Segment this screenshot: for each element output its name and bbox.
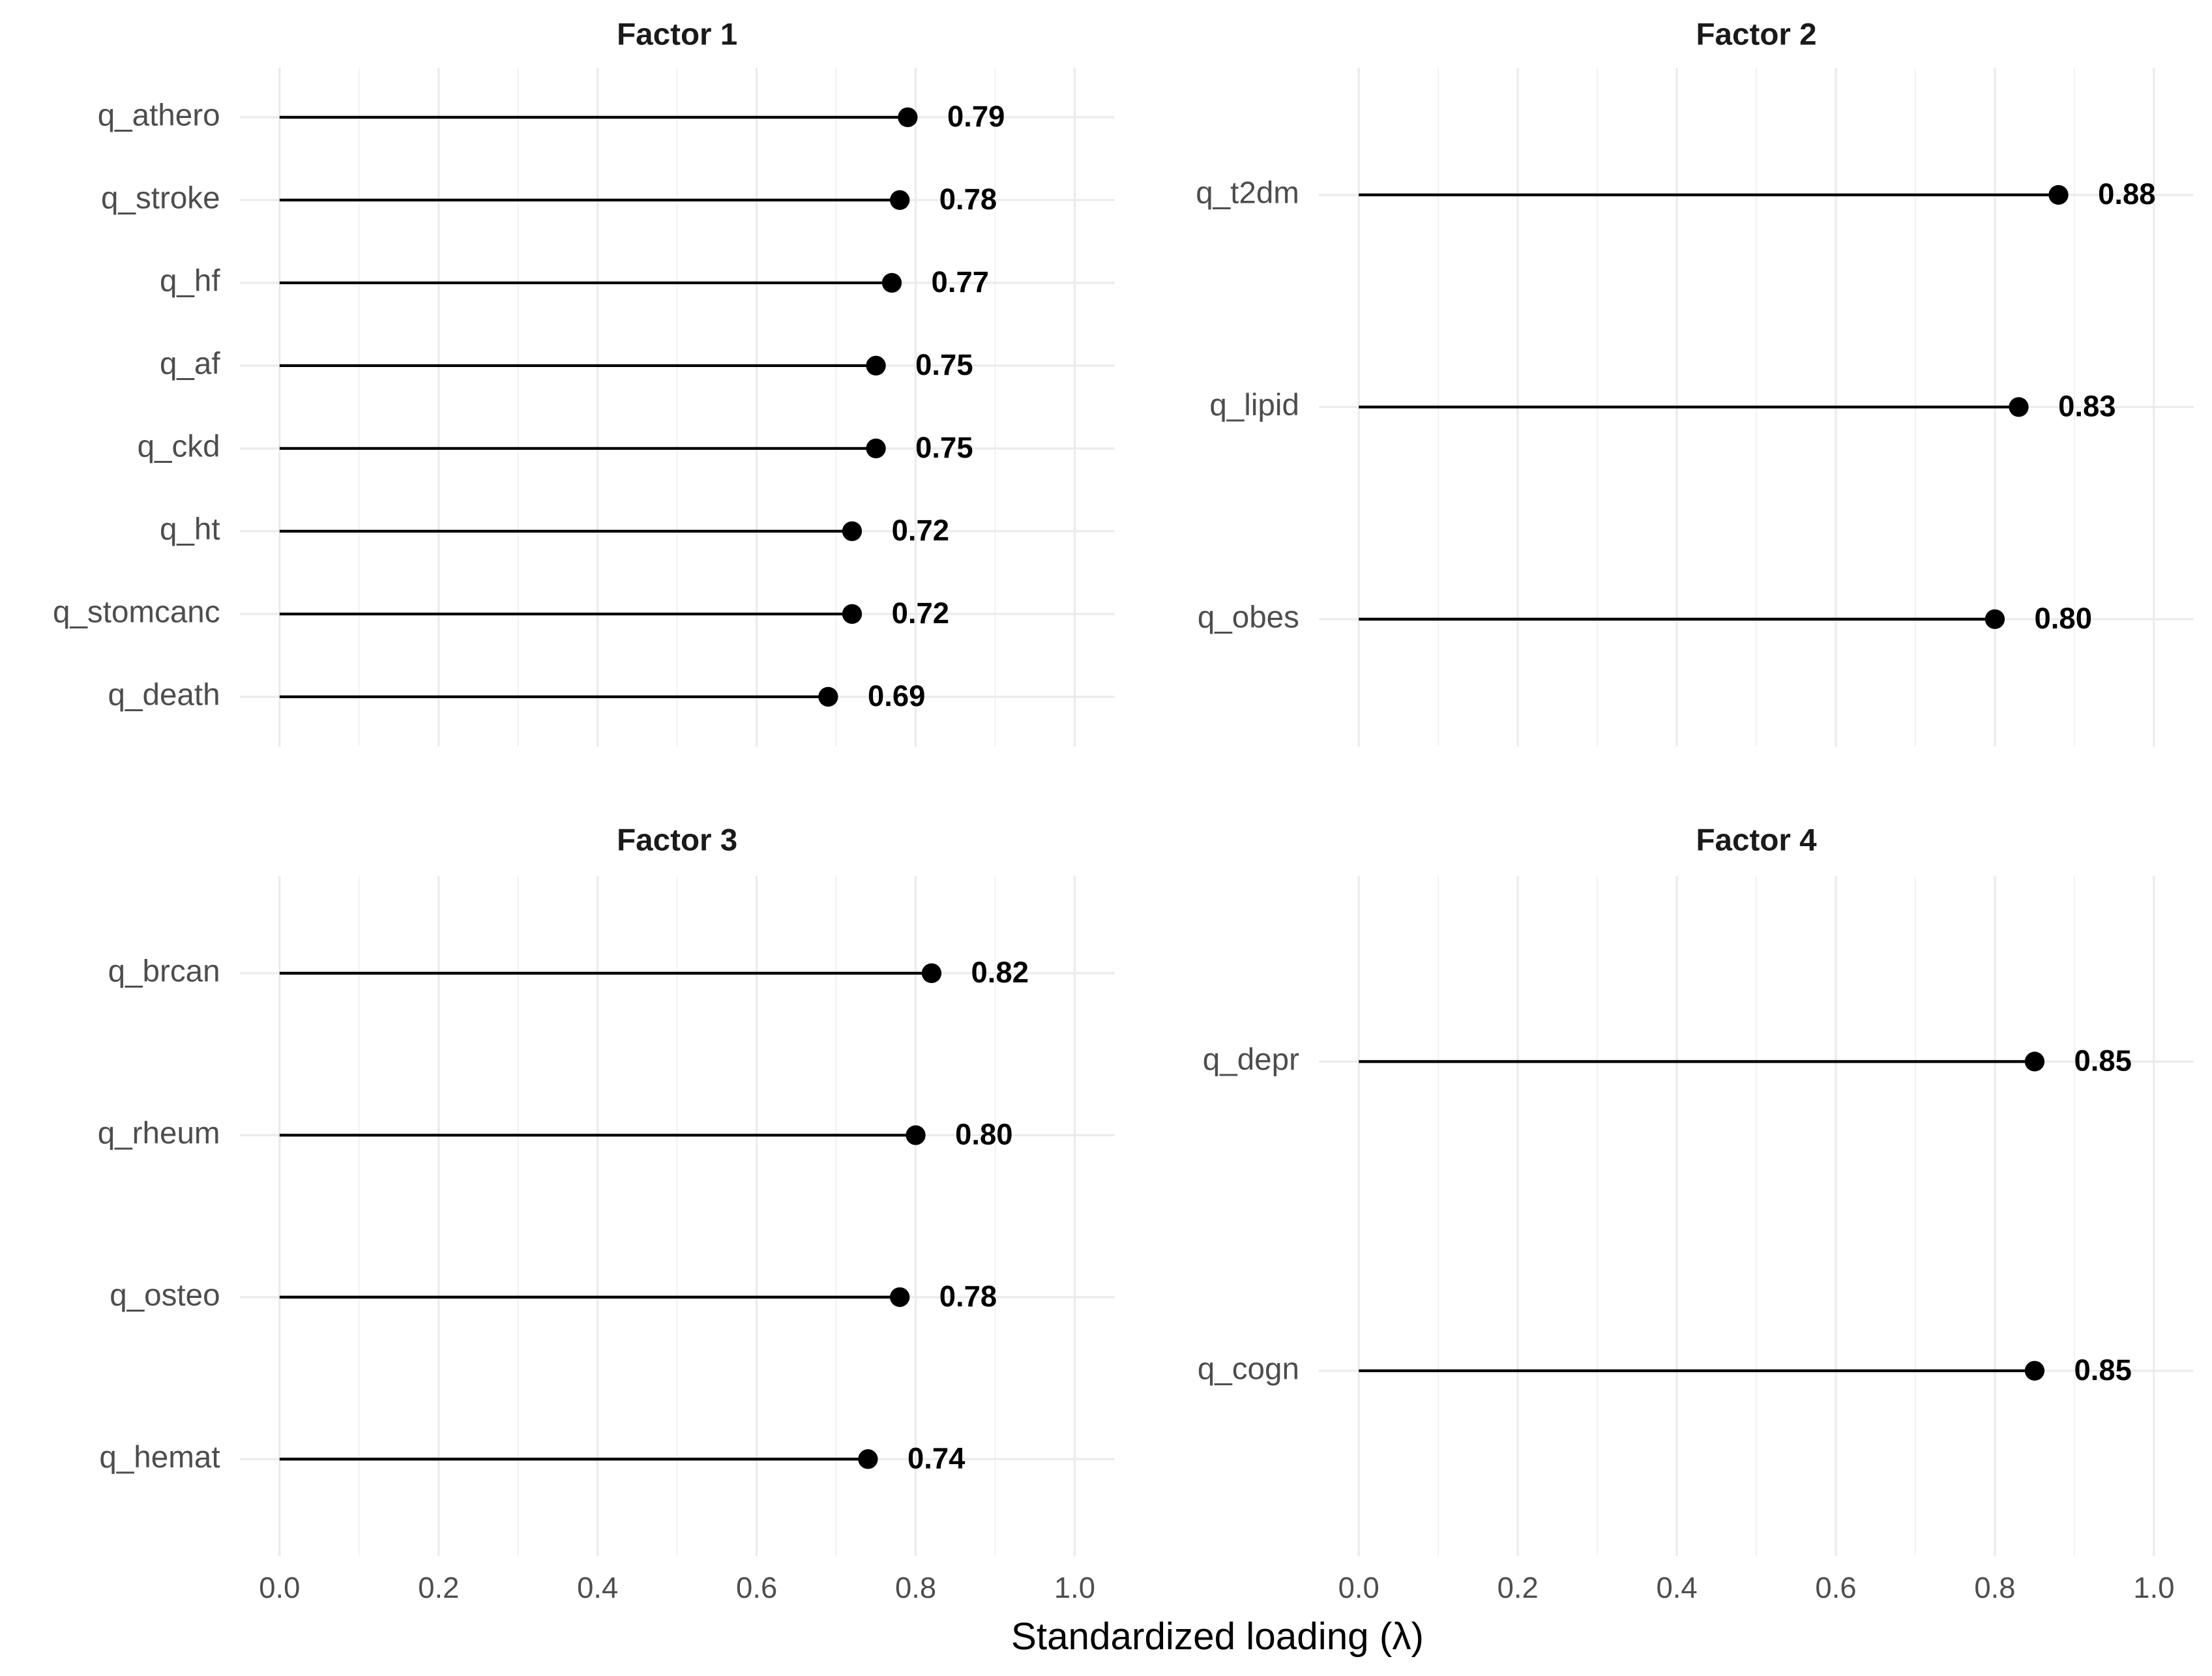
value-label: 0.79 — [947, 100, 1005, 133]
y-tick-label: q_cogn — [1198, 1351, 1299, 1386]
x-tick-label: 0.6 — [736, 1571, 777, 1604]
y-tick-label: q_stroke — [101, 181, 220, 215]
value-label: 0.74 — [907, 1441, 965, 1475]
value-label: 0.72 — [892, 514, 949, 547]
dot — [818, 686, 838, 707]
value-label: 0.75 — [915, 431, 973, 464]
panel-title: Factor 2 — [1696, 18, 1817, 52]
dot — [2024, 1360, 2045, 1381]
value-label: 0.80 — [955, 1118, 1012, 1151]
x-tick-label: 0.0 — [259, 1571, 300, 1604]
value-label: 0.85 — [2074, 1353, 2132, 1387]
panel-title: Factor 3 — [617, 823, 737, 858]
value-label: 0.88 — [2098, 177, 2155, 211]
value-label: 0.83 — [2058, 390, 2116, 423]
value-label: 0.75 — [915, 348, 973, 381]
dot — [1984, 609, 2005, 629]
y-tick-label: q_brcan — [108, 954, 220, 988]
y-tick-label: q_af — [160, 346, 220, 381]
y-tick-label: q_depr — [1203, 1042, 1299, 1077]
dot — [890, 1287, 910, 1307]
x-tick-label: 0.4 — [577, 1571, 618, 1604]
dot — [898, 107, 918, 128]
x-tick-label: 0.4 — [1657, 1571, 1698, 1604]
value-label: 0.77 — [932, 265, 989, 299]
dot — [866, 355, 886, 376]
y-tick-label: q_obes — [1198, 600, 1299, 634]
value-label: 0.82 — [971, 956, 1029, 989]
y-tick-label: q_lipid — [1209, 388, 1299, 422]
x-tick-label: 0.6 — [1815, 1571, 1856, 1604]
x-tick-label: 0.0 — [1338, 1571, 1379, 1604]
y-tick-label: q_athero — [98, 98, 220, 132]
dot — [2024, 1051, 2045, 1072]
dot — [906, 1125, 926, 1145]
dot — [921, 963, 942, 984]
value-label: 0.80 — [2035, 602, 2092, 635]
dot — [842, 521, 863, 542]
x-tick-label: 0.8 — [1974, 1571, 2015, 1604]
x-tick-label: 0.2 — [418, 1571, 459, 1604]
dot — [2048, 184, 2069, 205]
y-tick-label: q_hemat — [99, 1440, 220, 1475]
dot — [866, 438, 886, 459]
dot — [2009, 397, 2029, 417]
value-label: 0.69 — [868, 679, 925, 713]
value-label: 0.78 — [939, 1280, 997, 1313]
dot — [881, 272, 902, 293]
panel-title: Factor 1 — [617, 18, 737, 52]
x-axis-label: Standardized loading (λ) — [1011, 1615, 1424, 1658]
value-label: 0.78 — [939, 183, 997, 216]
y-tick-label: q_ht — [160, 512, 220, 546]
y-tick-label: q_osteo — [110, 1278, 220, 1312]
y-tick-label: q_death — [108, 677, 220, 712]
panel-title: Factor 4 — [1696, 823, 1818, 858]
x-tick-label: 0.2 — [1497, 1571, 1539, 1604]
x-tick-label: 1.0 — [1054, 1571, 1095, 1604]
x-tick-label: 0.8 — [895, 1571, 936, 1604]
y-tick-label: q_stomcanc — [53, 595, 220, 629]
dot — [858, 1449, 878, 1469]
dot — [842, 604, 863, 624]
y-tick-label: q_rheum — [98, 1116, 220, 1151]
x-tick-label: 1.0 — [2133, 1571, 2174, 1604]
value-label: 0.85 — [2074, 1044, 2132, 1078]
dot — [890, 190, 910, 211]
y-tick-label: q_hf — [160, 263, 220, 298]
y-tick-label: q_ckd — [138, 429, 220, 463]
y-tick-label: q_t2dm — [1196, 176, 1299, 211]
value-label: 0.72 — [892, 596, 949, 630]
